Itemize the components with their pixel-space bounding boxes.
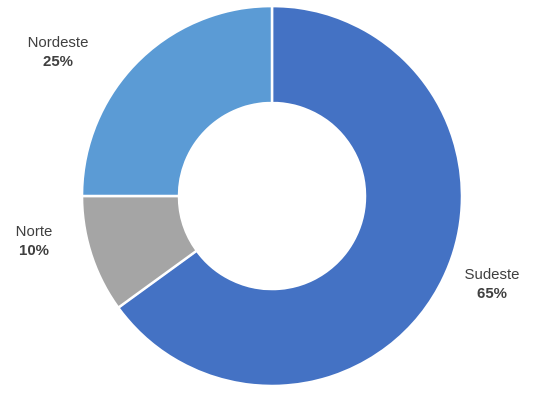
slice-sudeste [117, 4, 464, 388]
slice-value-nordeste: 25% [43, 53, 73, 70]
slice-label-nordeste: Nordeste [28, 34, 89, 51]
chart-labels: Sudeste 65% Norte 10% Nordeste 25% [16, 34, 520, 302]
slice-value-sudeste: 65% [477, 285, 507, 302]
slice-label-norte: Norte [16, 223, 53, 240]
chart-slices [80, 4, 464, 388]
slice-label-sudeste: Sudeste [464, 266, 519, 283]
slice-value-norte: 10% [19, 242, 49, 259]
slice-nordeste [80, 4, 274, 198]
